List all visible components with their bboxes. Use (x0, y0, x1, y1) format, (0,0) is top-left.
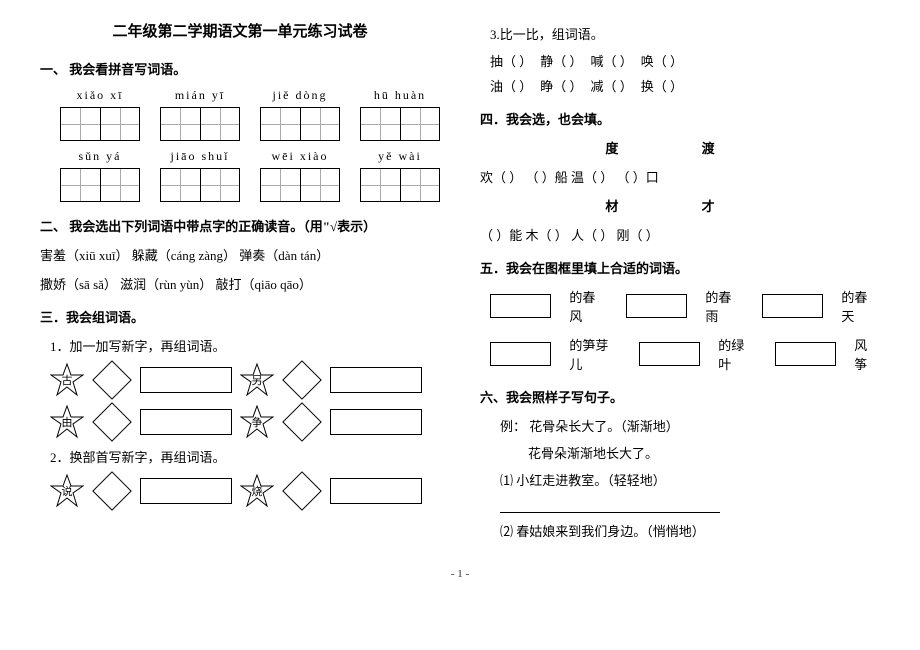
pinyin: jiě dòng (260, 88, 340, 103)
compare-item: 睁（ ） (540, 76, 582, 95)
shapes-row: 古 另 (50, 363, 440, 397)
star-char: 说 (62, 483, 73, 499)
pronunciation-line: 撒娇（sā sǎ） 滋润（rùn yùn） 敲打（qiāo qāo） (40, 274, 440, 293)
pinyin: xiǎo xī (60, 88, 140, 103)
pinyin: hū huàn (360, 88, 440, 103)
diamond-shape (92, 471, 132, 511)
choice-chars: 材 才 (480, 196, 880, 215)
rect-shape (140, 367, 232, 393)
rect-shape (140, 409, 232, 435)
fill-box (775, 342, 836, 366)
rect-shape (330, 409, 422, 435)
star-char: 烧 (252, 483, 263, 499)
fill-paren-line: （ ）能 木（ ） 人（ ） 刚（ ） (480, 225, 880, 244)
tianzige (360, 107, 440, 141)
star-shape: 由 (50, 405, 84, 439)
diamond-shape (282, 360, 322, 400)
section-4-heading: 四．我会选，也会填。 (480, 109, 880, 128)
answer-line (500, 497, 880, 513)
pinyin: wēi xiào (260, 149, 340, 164)
fill-suffix: 的春雨 (705, 287, 744, 325)
section-6-heading: 六、我会照样子写句子。 (480, 387, 880, 406)
page-title: 二年级第二学期语文第一单元练习试卷 (40, 20, 440, 41)
pinyin-row-2: sǔn yá jiāo shuǐ wēi xiào yě wài (60, 149, 440, 164)
fill-box (626, 294, 687, 318)
section-3-sub1: 1．加一加写新字，再组词语。 (50, 336, 440, 355)
tianzige (160, 168, 240, 202)
tianzige (60, 107, 140, 141)
pinyin: jiāo shuǐ (160, 149, 240, 164)
star-shape: 烧 (240, 474, 274, 508)
pinyin-row-1: xiǎo xī mián yī jiě dòng hū huàn (60, 88, 440, 103)
rect-shape (140, 478, 232, 504)
fill-row: 的笋芽儿 的绿叶 风筝 (490, 335, 880, 373)
compare-row: 油（ ） 睁（ ） 减（ ） 换（ ） (490, 76, 880, 95)
fill-box (490, 342, 551, 366)
tianzige (260, 107, 340, 141)
fill-suffix: 风筝 (854, 335, 880, 373)
diamond-shape (282, 471, 322, 511)
underline (500, 498, 720, 513)
diamond-shape (92, 360, 132, 400)
star-char: 古 (62, 372, 73, 388)
choice-chars: 度 渡 (480, 138, 880, 157)
compare-item: 静（ ） (540, 51, 582, 70)
question-1: ⑴ 小红走进教室。（轻轻地） (500, 470, 880, 489)
compare-item: 喊（ ） (591, 51, 633, 70)
star-char: 另 (252, 372, 263, 388)
compare-item: 换（ ） (641, 76, 683, 95)
pinyin: yě wài (360, 149, 440, 164)
tianzige (260, 168, 340, 202)
tianzige-row-1 (60, 107, 440, 141)
example-answer: 花骨朵渐渐地长大了。 (528, 443, 880, 462)
fill-suffix: 的春天 (841, 287, 880, 325)
shapes-row: 说 烧 (50, 474, 440, 508)
fill-box (762, 294, 823, 318)
page-number: - 1 - (40, 568, 880, 580)
section-3-heading: 三．我会组词语。 (40, 307, 440, 326)
pinyin: sǔn yá (60, 149, 140, 164)
star-shape: 说 (50, 474, 84, 508)
shapes-row: 由 争 (50, 405, 440, 439)
tianzige (360, 168, 440, 202)
compare-row: 抽（ ） 静（ ） 喊（ ） 唤（ ） (490, 51, 880, 70)
rect-shape (330, 478, 422, 504)
star-shape: 争 (240, 405, 274, 439)
section-3-sub3: 3.比一比，组词语。 (490, 24, 880, 43)
star-char: 争 (252, 414, 263, 430)
compare-item: 抽（ ） (490, 51, 532, 70)
question-2: ⑵ 春姑娘来到我们身边。（悄悄地） (500, 521, 880, 540)
compare-item: 唤（ ） (641, 51, 683, 70)
pronunciation-line: 害羞（xiū xuī） 躲藏（cáng zàng） 弹奏（dàn tán） (40, 245, 440, 264)
tianzige (160, 107, 240, 141)
star-shape: 另 (240, 363, 274, 397)
tianzige (60, 168, 140, 202)
example-label: 例： (500, 419, 526, 434)
diamond-shape (92, 402, 132, 442)
fill-row: 的春风 的春雨 的春天 (490, 287, 880, 325)
fill-box (639, 342, 700, 366)
section-3-sub2: 2．换部首写新字，再组词语。 (50, 447, 440, 466)
rect-shape (330, 367, 422, 393)
pinyin: mián yī (160, 88, 240, 103)
compare-item: 油（ ） (490, 76, 532, 95)
star-char: 由 (62, 414, 73, 430)
example-text: 花骨朵长大了。（渐渐地） (529, 419, 679, 434)
section-1-heading: 一、 我会看拼音写词语。 (40, 59, 440, 78)
example-line: 例： 花骨朵长大了。（渐渐地） (500, 416, 880, 435)
fill-paren-line: 欢（ ） （ ）船 温（ ） （ ）口 (480, 167, 880, 186)
diamond-shape (282, 402, 322, 442)
fill-suffix: 的笋芽儿 (569, 335, 620, 373)
fill-suffix: 的春风 (569, 287, 608, 325)
star-shape: 古 (50, 363, 84, 397)
fill-box (490, 294, 551, 318)
section-5-heading: 五．我会在图框里填上合适的词语。 (480, 258, 880, 277)
compare-item: 减（ ） (591, 76, 633, 95)
tianzige-row-2 (60, 168, 440, 202)
section-2-heading: 二、 我会选出下列词语中带点字的正确读音。（用"√表示） (40, 216, 440, 235)
fill-suffix: 的绿叶 (718, 335, 757, 373)
